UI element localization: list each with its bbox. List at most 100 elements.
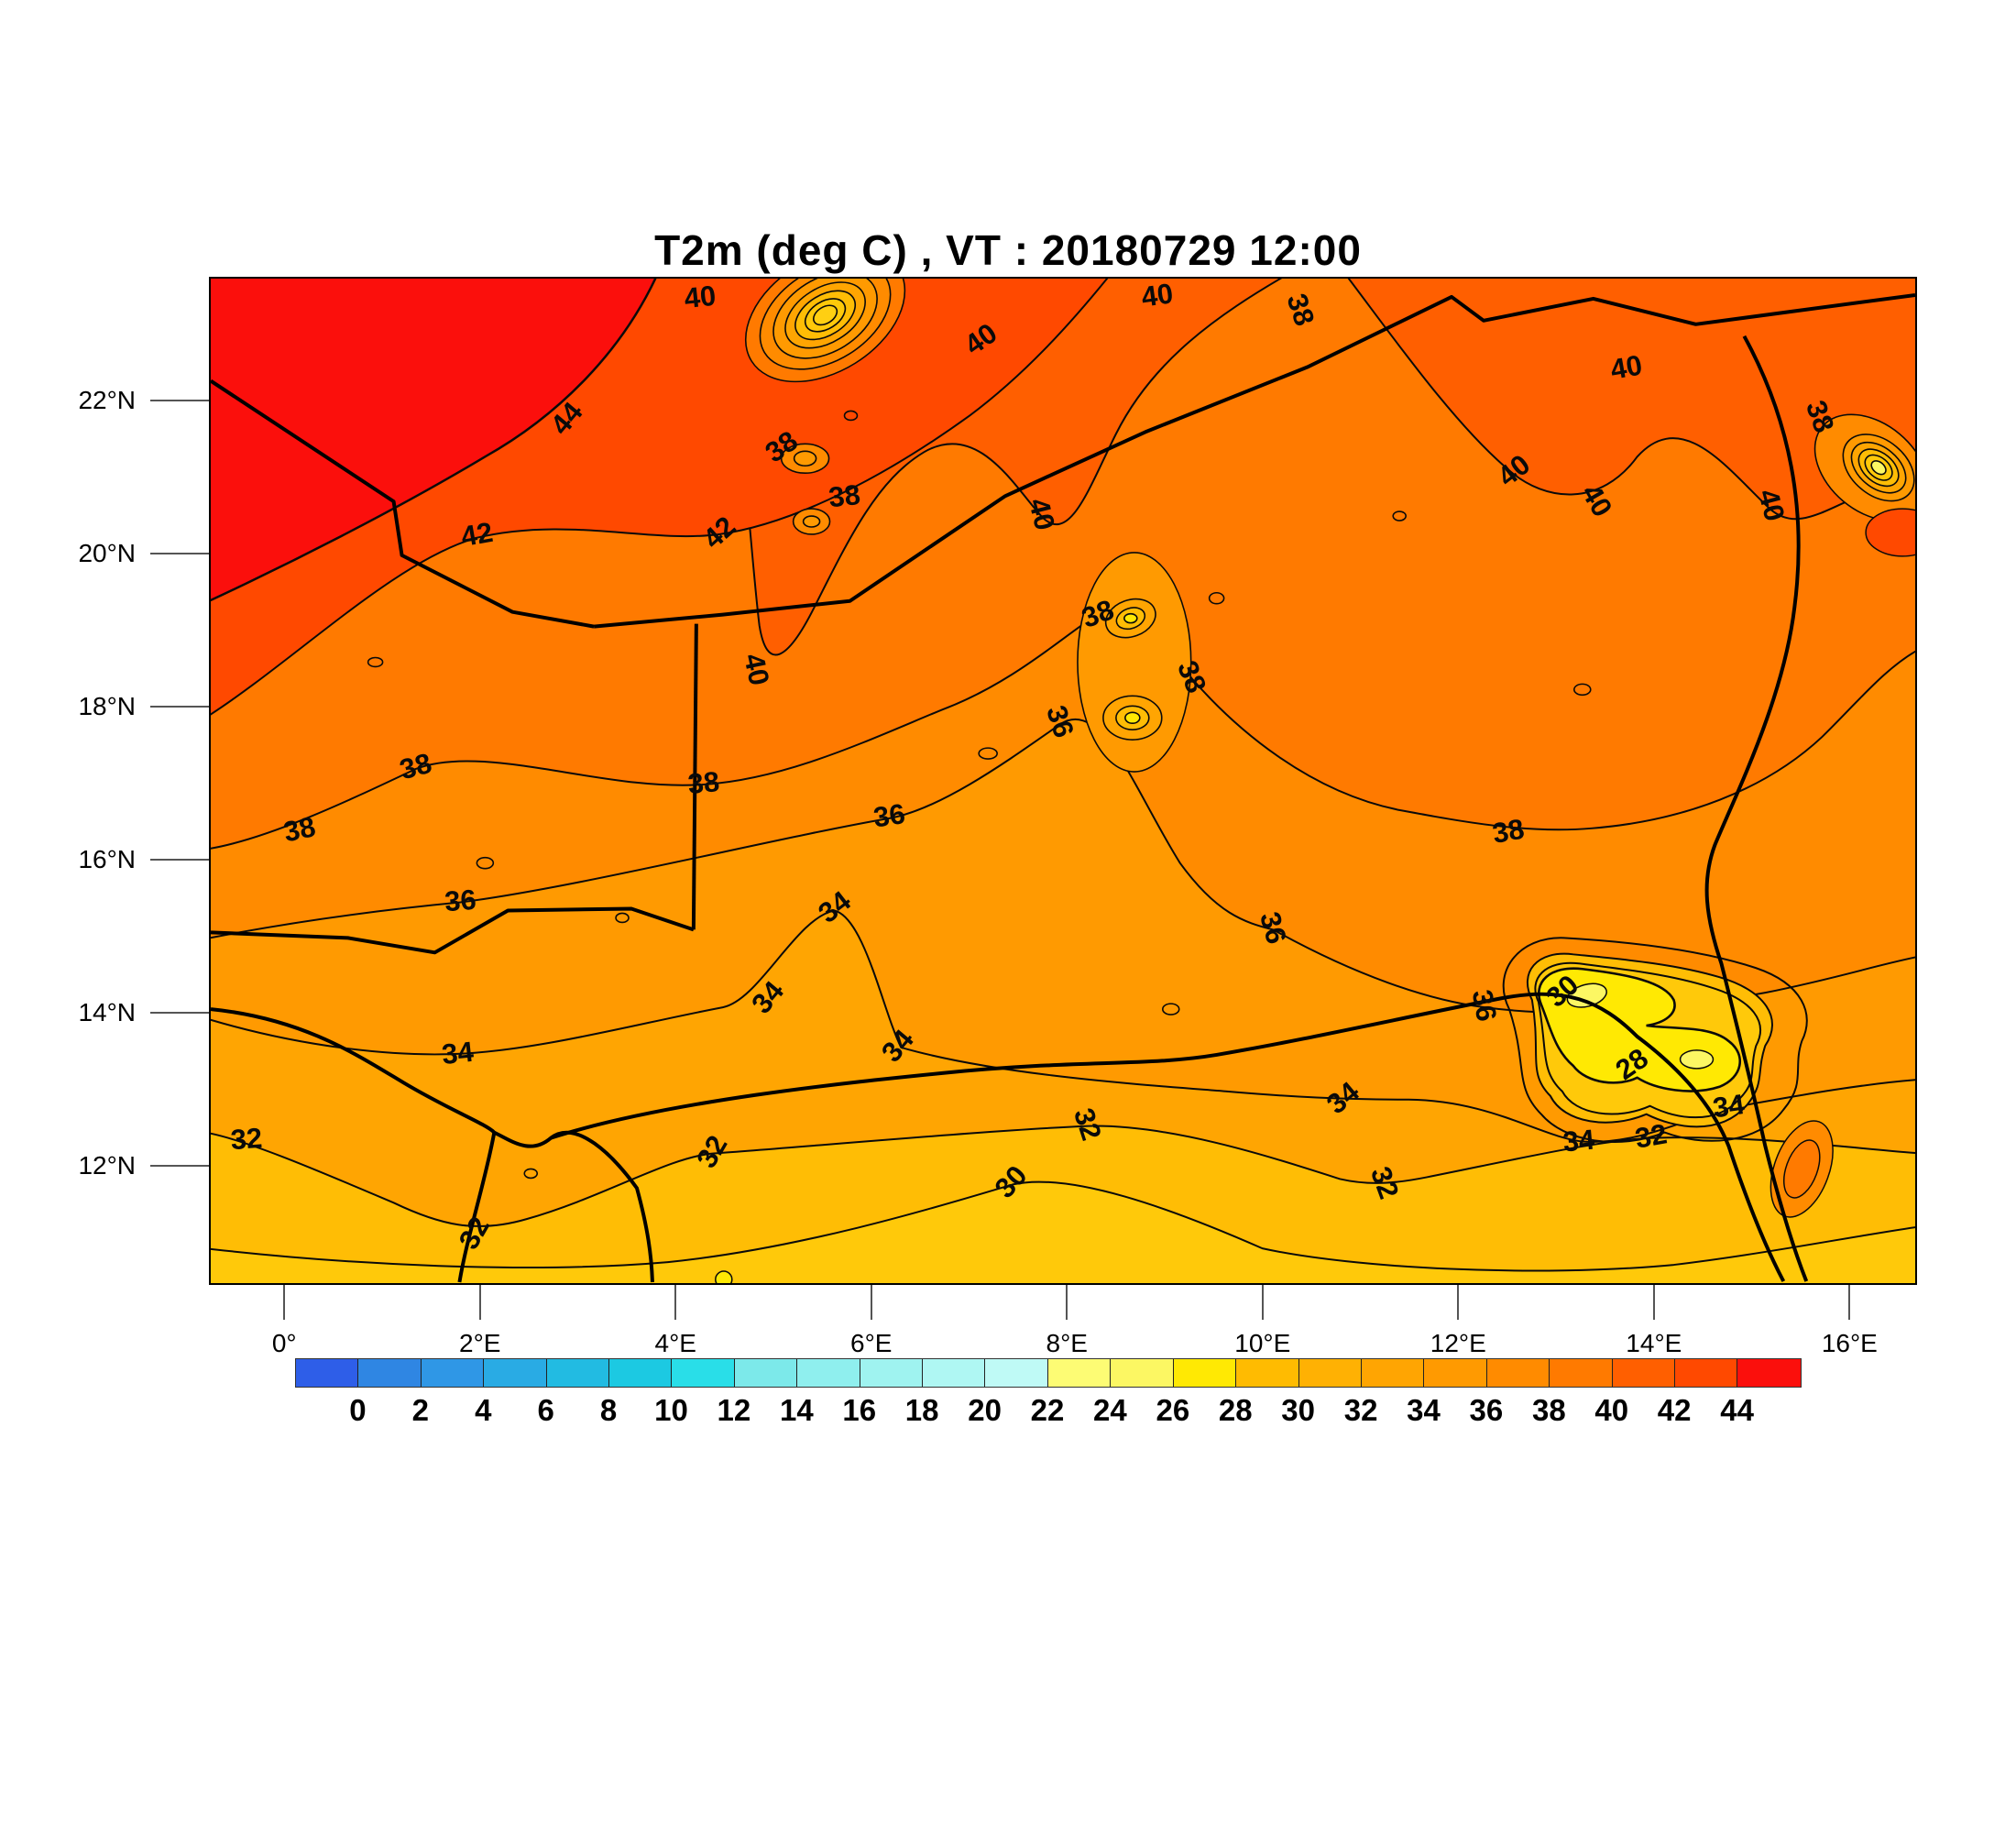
- lat-tick-label: 14°N: [78, 998, 136, 1027]
- colorbar-cell: [358, 1359, 422, 1387]
- contour-value-label: 32: [1633, 1117, 1670, 1154]
- country-borders: [211, 292, 1915, 1283]
- lon-tick-mark: [1652, 1285, 1655, 1320]
- colorbar-cell: [734, 1359, 798, 1387]
- colorbar-cell: [1737, 1359, 1801, 1387]
- border-algeria-niger-vertical: [691, 623, 698, 930]
- air-core: [1124, 711, 1141, 725]
- lat-tick-label: 12°N: [78, 1151, 136, 1180]
- colorbar-cell: [1361, 1359, 1425, 1387]
- colorbar-boundary-label: 28: [1218, 1393, 1253, 1427]
- contour-value-label: 36: [871, 797, 907, 833]
- contour-value-label: 42: [458, 516, 495, 553]
- contour-value-label: 36: [1466, 987, 1503, 1024]
- contour-value-label: 34: [1711, 1088, 1748, 1125]
- colorbar-cell: [1047, 1359, 1112, 1387]
- contour-value-label: 40: [1608, 348, 1645, 385]
- lat-tick-mark: [150, 399, 209, 401]
- small-features: [715, 508, 1915, 1283]
- colorbar-boundary-label: 14: [779, 1393, 814, 1427]
- lon-tick-label: 12°E: [1430, 1329, 1486, 1357]
- page-title: T2m (deg C) , VT : 20180729 12:00: [654, 226, 1362, 274]
- colorbar-boundary-label: 4: [475, 1393, 492, 1427]
- lat-tick-mark: [150, 1012, 209, 1015]
- lon-tick-label: 6°E: [850, 1329, 893, 1357]
- contour-value-label: 38: [827, 478, 862, 513]
- colorbar-boundary-label: 2: [411, 1393, 430, 1427]
- lat-tick-mark: [150, 1165, 209, 1168]
- border-benin-stub: [457, 1132, 497, 1283]
- lake-chad-anomaly: [1502, 937, 1808, 1143]
- cluster-core: [793, 450, 817, 467]
- colorbar-boundary-label: 22: [1030, 1393, 1065, 1427]
- lon-tick-mark: [674, 1285, 677, 1320]
- contour-value-label: 38: [1490, 813, 1527, 850]
- colorbar-boundary-label: 18: [904, 1393, 939, 1427]
- lon-tick-label: 16°E: [1821, 1329, 1878, 1357]
- colorbar: [295, 1358, 1802, 1388]
- hoggar-anomaly: [744, 279, 906, 383]
- band-28-30: [211, 1180, 1915, 1283]
- border-mali-algeria: [211, 379, 595, 629]
- lat-tick-mark: [150, 859, 209, 862]
- colorbar-boundary-label: 12: [717, 1393, 751, 1427]
- contour-value-label: 34: [440, 1036, 476, 1070]
- lon-tick-mark: [283, 1285, 286, 1320]
- colorbar-boundary-label: 8: [599, 1393, 618, 1427]
- colorbar-cell: [1550, 1359, 1613, 1387]
- border-niger-nigeria-west: [211, 1007, 654, 1283]
- colorbar-cell: [1612, 1359, 1675, 1387]
- lat-tick-mark: [150, 705, 209, 708]
- colorbar-boundary-label: 6: [537, 1393, 554, 1427]
- lat-tick-label: 20°N: [78, 538, 136, 567]
- colorbar-boundary-label: 40: [1594, 1393, 1629, 1427]
- colorbar-cell: [609, 1359, 673, 1387]
- contour-value-label: 36: [444, 884, 477, 917]
- band-gt44-red: [211, 279, 657, 602]
- tibesti-core: [1870, 460, 1887, 476]
- contour-islands: [367, 410, 1592, 1180]
- warm-patch-se-core: [1782, 1139, 1821, 1199]
- colorbar-boundary-label: 26: [1156, 1393, 1190, 1427]
- lat-tick-label: 18°N: [78, 691, 136, 720]
- colorbar-boundary-label: 36: [1469, 1393, 1504, 1427]
- colorbar-cell: [797, 1359, 860, 1387]
- colorbar-boundary-label: 16: [842, 1393, 877, 1427]
- contour-value-label: 32: [230, 1122, 264, 1156]
- hoggar-core: [812, 304, 838, 326]
- contour-value-label: 38: [686, 765, 720, 800]
- air-anomaly: [1077, 552, 1192, 773]
- border-mali-niger: [211, 906, 695, 955]
- lat-tick-mark: [150, 552, 209, 554]
- colorbar-boundary-label: 44: [1720, 1393, 1754, 1427]
- lon-tick-label: 2°E: [458, 1329, 501, 1357]
- lon-tick-label: 0°: [271, 1329, 297, 1357]
- colorbar-boundary-label: 24: [1093, 1393, 1127, 1427]
- lon-tick-label: 8°E: [1046, 1329, 1088, 1357]
- contour-value-label: 40: [1139, 279, 1175, 313]
- colorbar-boundary-label: 38: [1531, 1393, 1566, 1427]
- colorbar-cell: [1298, 1359, 1362, 1387]
- colorbar-cell: [923, 1359, 986, 1387]
- lon-tick-mark: [870, 1285, 872, 1320]
- colorbar-boundary-label: 30: [1281, 1393, 1316, 1427]
- warm-patch-ne: [1865, 508, 1915, 557]
- cluster-core: [802, 515, 821, 528]
- colorbar-cell: [421, 1359, 485, 1387]
- lake-pale-core: [1566, 982, 1607, 1008]
- lon-tick-label: 14°E: [1626, 1329, 1682, 1357]
- lon-tick-label: 10°E: [1234, 1329, 1291, 1357]
- lon-tick-mark: [478, 1285, 481, 1320]
- colorbar-cell: [484, 1359, 547, 1387]
- colorbar-boundary-label: 0: [349, 1393, 367, 1427]
- colorbar-cell: [1111, 1359, 1174, 1387]
- lat-tick-label: 22°N: [78, 385, 136, 414]
- lake-ring-34: [1502, 937, 1808, 1143]
- lon-tick-mark: [1066, 1285, 1068, 1320]
- yellow-dot: [715, 1270, 733, 1283]
- colorbar-cell: [985, 1359, 1048, 1387]
- border-algeria-niger-libya: [593, 292, 1915, 629]
- colorbar-cell: [672, 1359, 735, 1387]
